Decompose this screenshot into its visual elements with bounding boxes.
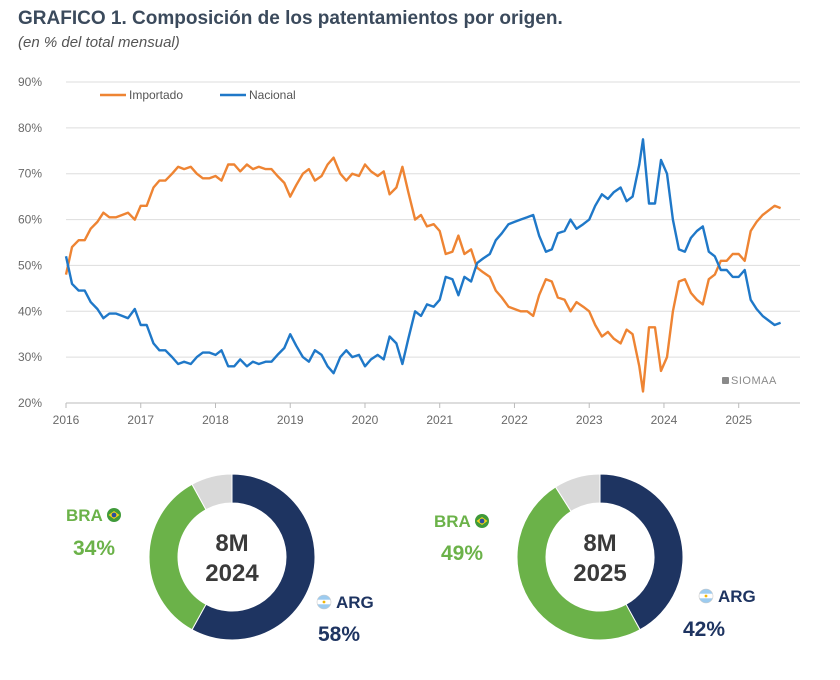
x-tick-label: 2020: [352, 413, 379, 427]
x-tick-label: 2016: [53, 413, 80, 427]
arg-label: ARG: [336, 593, 374, 612]
flag-globe: [479, 518, 485, 524]
x-tick-label: 2021: [426, 413, 453, 427]
donut-slice-arg: [191, 473, 316, 641]
donut-slice-bra: [516, 486, 641, 641]
legend-label-importado: Importado: [129, 88, 183, 102]
donut-slice-arg: [599, 473, 684, 631]
flag-globe: [111, 512, 117, 518]
y-tick-label: 90%: [18, 75, 42, 89]
brazil-flag-icon: [107, 508, 121, 522]
y-tick-label: 40%: [18, 304, 42, 318]
siomaa-logo-icon: [722, 377, 729, 384]
y-tick-label: 60%: [18, 213, 42, 227]
flag-sun: [704, 594, 708, 598]
x-tick-label: 2019: [277, 413, 304, 427]
arg-label: ARG: [718, 587, 756, 606]
chart-title: GRAFICO 1. Composición de los patentamie…: [18, 8, 563, 29]
bra-percentage: 49%: [441, 542, 483, 565]
x-tick-label: 2024: [651, 413, 678, 427]
watermark: SIOMAA: [731, 375, 777, 387]
y-tick-label: 70%: [18, 167, 42, 181]
x-tick-label: 2025: [725, 413, 752, 427]
y-tick-label: 30%: [18, 350, 42, 364]
argentina-flag-icon: [698, 588, 714, 604]
flag-border: [698, 588, 714, 604]
x-tick-label: 2017: [127, 413, 154, 427]
y-tick-label: 20%: [18, 396, 42, 410]
legend-label-nacional: Nacional: [249, 88, 296, 102]
brazil-flag-icon: [475, 514, 489, 528]
bra-percentage: 34%: [73, 537, 115, 560]
flag-border: [316, 594, 332, 610]
flag-sun: [322, 600, 326, 604]
donut-center-label: 8M: [583, 530, 616, 557]
y-tick-label: 50%: [18, 258, 42, 272]
donut-center-label: 8M: [215, 530, 248, 557]
donut-slice-otros: [554, 473, 601, 513]
chart-subtitle: (en % del total mensual): [18, 34, 180, 51]
donut-slice-bra: [148, 483, 207, 631]
y-tick-label: 80%: [18, 121, 42, 135]
series-nacional: [64, 138, 782, 375]
arg-percentage: 42%: [683, 618, 725, 641]
argentina-flag-icon: [316, 594, 332, 610]
bra-label: BRA: [434, 512, 471, 531]
arg-percentage: 58%: [318, 623, 360, 646]
donut-chart-1: 8M 2024 BRA 34% ARG 58%: [66, 473, 374, 646]
donut-slice-otros: [191, 473, 233, 511]
x-tick-label: 2023: [576, 413, 603, 427]
donut-chart-2: 8M 2025 BRA 49% ARG 42%: [434, 473, 756, 641]
donut-center-label: 2025: [573, 560, 626, 587]
series-line-nacional: [64, 138, 782, 375]
donut-center-label: 2024: [205, 560, 259, 587]
x-tick-label: 2018: [202, 413, 229, 427]
series-importado: [64, 156, 782, 393]
x-tick-label: 2022: [501, 413, 528, 427]
bra-label: BRA: [66, 506, 103, 525]
series-line-importado: [64, 156, 782, 393]
